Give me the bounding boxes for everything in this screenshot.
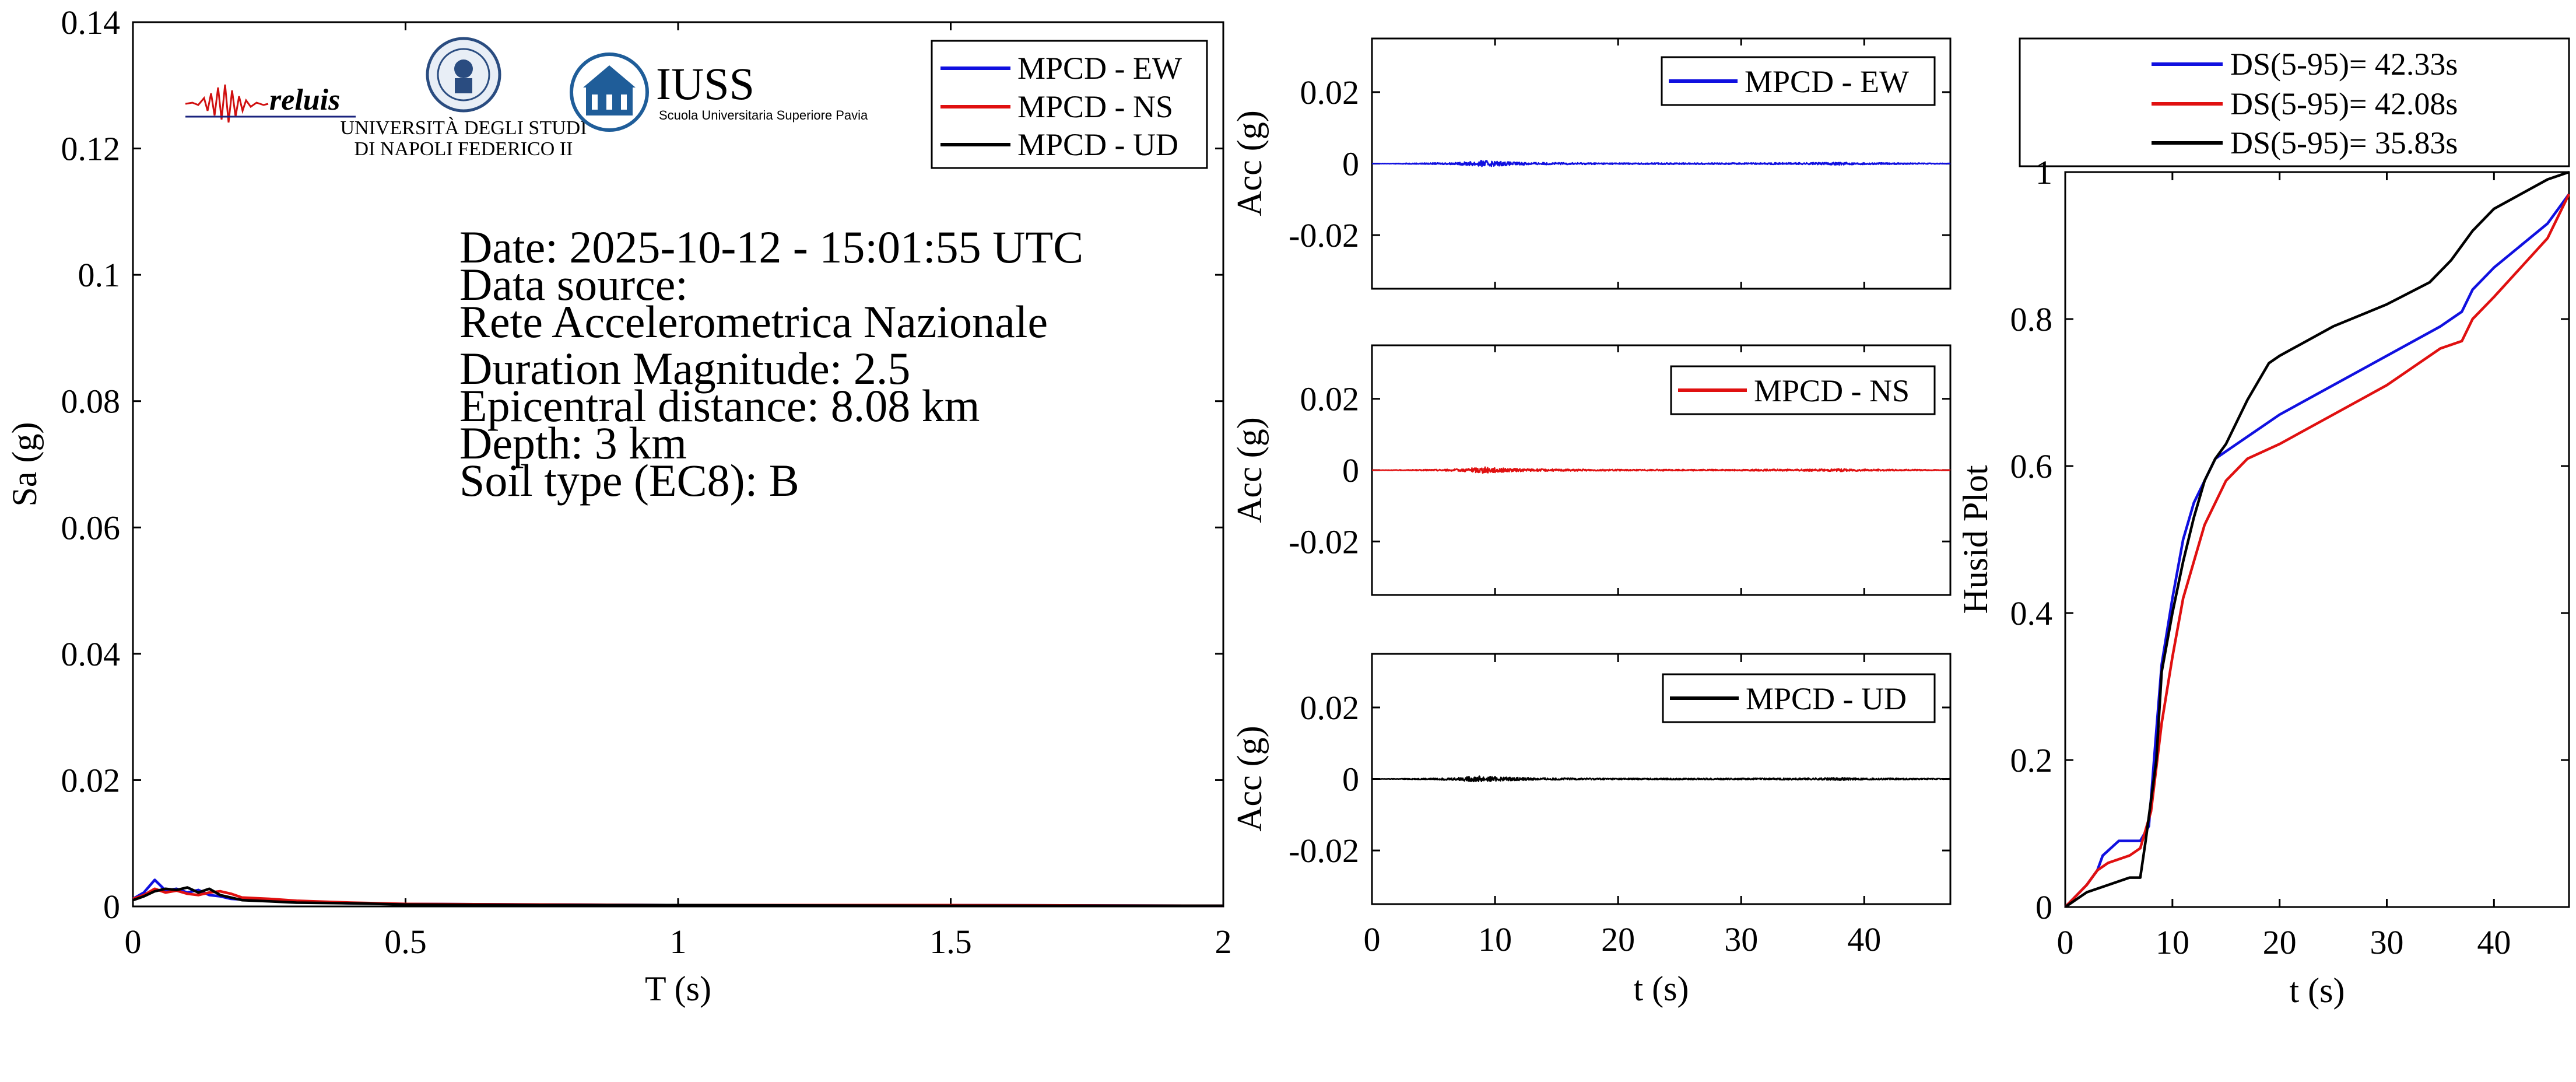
spectrum-lines — [132, 878, 1224, 908]
spectrum-ytick-label: 0.06 — [61, 509, 121, 547]
acc-ud-xtick-label: 20 — [1601, 920, 1635, 958]
legend-label-ud: MPCD - UD — [1017, 127, 1178, 162]
spectrum-plot-box — [132, 21, 1224, 908]
spectrum-series-line-3 — [132, 886, 1223, 908]
spectrum-legend: MPCD - EW MPCD - NS MPCD - UD — [931, 40, 1208, 169]
acc-ew-ytick-label: 0.02 — [1300, 73, 1360, 111]
acc-ud-ytick-label: -0.02 — [1289, 832, 1359, 870]
husid-lines — [2064, 170, 2571, 908]
acc-ew-lines — [1371, 159, 1951, 167]
husid-legend-box — [2019, 37, 2570, 167]
unina-line2: DI NAPOLI FEDERICO II — [355, 138, 573, 160]
husid-ytick-label: 0 — [2035, 888, 2052, 926]
acc-ud-ytick-label: 0 — [1342, 761, 1359, 799]
husid-xtick-label: 30 — [2370, 923, 2403, 961]
acc-ns-ytick-label: -0.02 — [1289, 523, 1359, 561]
husid-xtick-label: 0 — [2057, 923, 2074, 961]
spectrum-ticks: 0 0.02 0.04 0.06 0.08 0.1 0.12 0.14 0 0.5 1 1.5 2 — [61, 3, 1232, 961]
acc-ud-panel: -0.02 0 0.02 0 10 20 30 40 Acc (g) t (s) MPCD -… — [1230, 653, 1952, 1008]
spectrum-ytick-label: 0.12 — [61, 130, 121, 168]
husid-ytick-label: 0.6 — [2010, 447, 2053, 485]
spectrum-xtick-label: 2 — [1215, 923, 1232, 961]
unina-logo: UNIVERSITÀ DEGLI STUDI DI NAPOLI FEDERIC… — [340, 37, 587, 160]
acc-ud-xtick-label: 0 — [1364, 920, 1381, 958]
spectrum-xtick-label: 0 — [125, 923, 142, 961]
spectrum-ytick-label: 0.1 — [78, 256, 121, 294]
spectrum-x-label: T (s) — [645, 969, 711, 1008]
husid-x-label: t (s) — [2290, 971, 2345, 1010]
reluis-logo: reluis — [185, 83, 356, 123]
legend-label-ns: MPCD - NS — [1017, 89, 1173, 124]
acc-ud-x-label: t (s) — [1634, 969, 1689, 1008]
info-distance: Epicentral distance: 8.08 km — [459, 380, 980, 431]
spectrum-ytick-label: 0.08 — [61, 383, 121, 421]
acc-ud-xtick-label: 30 — [1724, 920, 1758, 958]
spectrum-y-label: Sa (g) — [5, 422, 44, 507]
husid-ytick-label: 1 — [2035, 153, 2052, 191]
legend-label-ew: MPCD - EW — [1017, 51, 1182, 86]
husid-ytick-label: 0.2 — [2010, 741, 2053, 779]
husid-xtick-label: 10 — [2156, 923, 2189, 961]
acc-ud-ytick-label: 0.02 — [1300, 689, 1360, 727]
husid-ytick-label: 0.4 — [2010, 594, 2053, 632]
info-depth: Depth: 3 km — [459, 418, 687, 468]
husid-series-line-3 — [2064, 170, 2570, 908]
spectrum-xtick-label: 1.5 — [929, 923, 972, 961]
info-source-label: Data source: — [459, 259, 688, 310]
acc-ud-ticks: -0.02 0 0.02 0 10 20 30 40 — [1289, 654, 1950, 958]
acc-ew-ytick-label: -0.02 — [1289, 216, 1359, 254]
husid-legend-label-ew: DS(5-95)= 42.33s — [2230, 47, 2458, 82]
husid-plot-box — [2064, 171, 2570, 908]
acc-ns-ytick-label: 0 — [1342, 451, 1359, 489]
info-source-name: Rete Accelerometrica Nazionale — [459, 296, 1048, 347]
acc-ns-lines — [1371, 466, 1951, 474]
info-soil: Soil type (EC8): B — [459, 455, 799, 506]
acc-ew-ytick-label: 0 — [1342, 145, 1359, 183]
spectrum-xtick-label: 1 — [670, 923, 687, 961]
husid-panel: DS(5-95)= 42.33s DS(5-95)= 42.08s DS(5-9… — [1956, 37, 2571, 1010]
acc-ud-lines — [1371, 775, 1951, 783]
iuss-text: IUSS — [656, 58, 754, 109]
husid-y-label: Husid Plot — [1956, 465, 1995, 614]
iuss-logo: IUSS Scuola Universitaria Superiore Pavi… — [570, 52, 868, 132]
husid-xtick-label: 40 — [2477, 923, 2511, 961]
acc-ud-series-line-1 — [1371, 775, 1951, 783]
acc-ew-series-line-1 — [1371, 159, 1951, 167]
acc-ew-y-label: Acc (g) — [1230, 110, 1269, 216]
spectrum-xtick-label: 0.5 — [384, 923, 427, 961]
husid-xtick-label: 20 — [2263, 923, 2297, 961]
info-date: Date: 2025-10-12 - 15:01:55 UTC — [459, 222, 1083, 272]
acc-ew-panel: -0.02 0 0.02 Acc (g) MPCD - EW — [1230, 37, 1952, 290]
acc-ns-legend-label: MPCD - NS — [1754, 373, 1910, 408]
acc-ns-series-line-1 — [1371, 466, 1951, 474]
acc-ns-y-label: Acc (g) — [1230, 417, 1269, 523]
acc-ud-legend-label: MPCD - UD — [1746, 681, 1907, 716]
spectrum-panel: 0 0.02 0.04 0.06 0.08 0.1 0.12 0.14 0 0.5 1 1.5 2 T … — [5, 3, 1232, 1008]
acc-ud-y-label: Acc (g) — [1230, 726, 1269, 832]
reluis-text: reluis — [269, 83, 340, 117]
reluis-waveform-icon — [185, 84, 269, 123]
husid-legend-label-ud: DS(5-95)= 35.83s — [2230, 125, 2458, 160]
event-info: Date: 2025-10-12 - 15:01:55 UTC Data sou… — [459, 222, 1083, 506]
acc-ew-ticks: -0.02 0 0.02 — [1289, 38, 1950, 289]
unina-line1: UNIVERSITÀ DEGLI STUDI — [340, 117, 587, 139]
spectrum-legend-box — [931, 40, 1208, 169]
spectrum-ytick-label: 0 — [103, 888, 120, 926]
iuss-subtitle: Scuola Universitaria Superiore Pavia — [659, 108, 868, 122]
husid-ytick-label: 0.8 — [2010, 300, 2053, 338]
spectrum-ytick-label: 0.02 — [61, 761, 121, 799]
acc-ns-ticks: -0.02 0 0.02 — [1289, 345, 1950, 595]
acc-ns-ytick-label: 0.02 — [1300, 380, 1360, 418]
husid-ticks: 00.20.40.60.810 10 20 30 40 — [2010, 153, 2569, 961]
spectrum-ytick-label: 0.04 — [61, 635, 121, 673]
acc-ns-panel: -0.02 0 0.02 Acc (g) MPCD - NS — [1230, 344, 1952, 596]
spectrum-ytick-label: 0.14 — [61, 3, 121, 41]
info-magnitude: Duration Magnitude: 2.5 — [459, 343, 910, 394]
acc-ew-legend-label: MPCD - EW — [1745, 64, 1909, 99]
husid-series-line-2 — [2064, 193, 2571, 908]
husid-legend-label-ns: DS(5-95)= 42.08s — [2230, 86, 2458, 121]
acc-ud-xtick-label: 40 — [1847, 920, 1881, 958]
acc-ud-xtick-label: 10 — [1478, 920, 1512, 958]
